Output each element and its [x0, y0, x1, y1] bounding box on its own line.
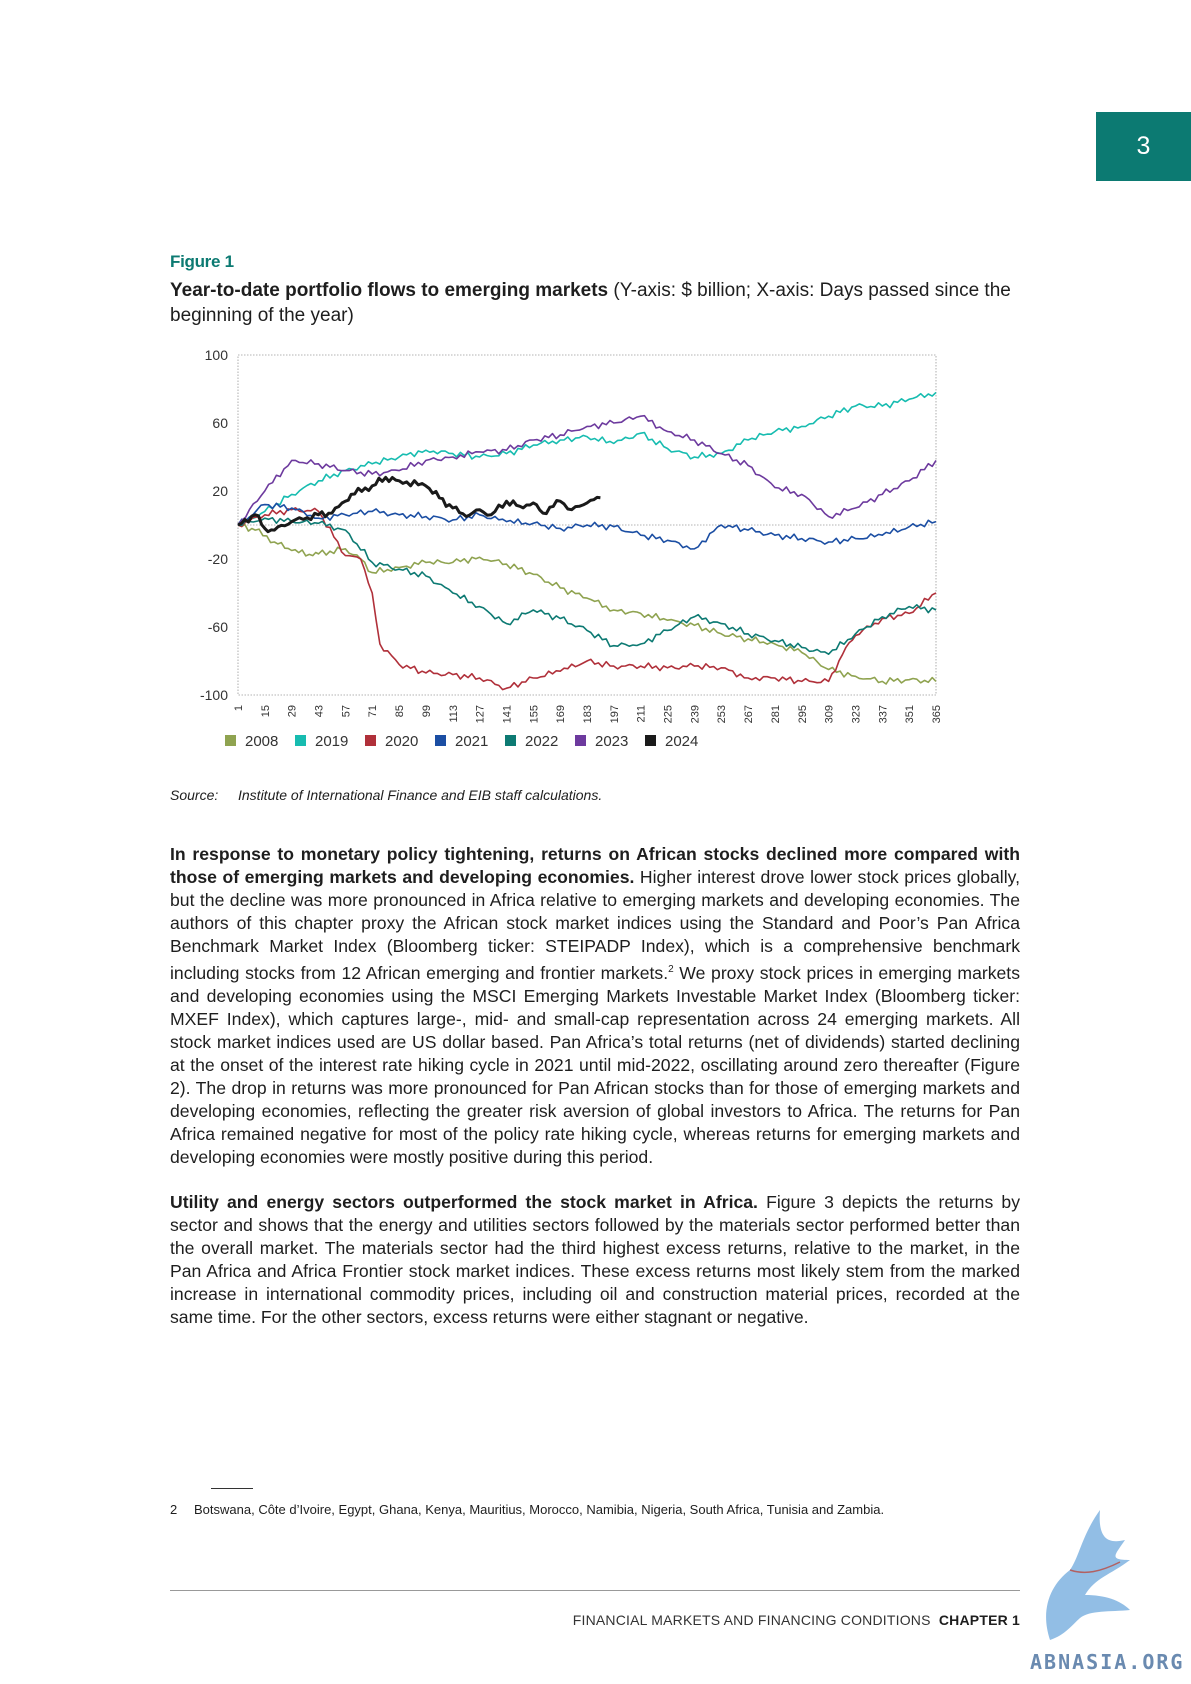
legend-swatch-2021 [435, 735, 446, 746]
y-tick-label: -20 [208, 551, 228, 567]
y-tick-label: -60 [208, 619, 228, 635]
x-tick-label: 253 [716, 705, 728, 723]
x-tick-label: 323 [850, 705, 862, 723]
footer-chapter: CHAPTER 1 [938, 1612, 1020, 1628]
x-tick-label: 295 [797, 705, 809, 723]
y-tick-label: 60 [212, 415, 228, 431]
legend-swatch-2019 [295, 735, 306, 746]
watermark-text: ABNASIA.ORG [1030, 1650, 1185, 1674]
chapter-tab: 3 [1096, 112, 1191, 181]
series-line-2023 [237, 414, 937, 526]
legend-label-2021: 2021 [455, 733, 488, 750]
figure-title-bold: Year-to-date portfolio flows to emerging… [170, 280, 609, 301]
x-tick-label: 1 [233, 705, 245, 711]
x-tick-label: 225 [663, 705, 675, 723]
series-line-2024 [237, 475, 601, 534]
y-tick-label: 20 [212, 483, 228, 499]
x-tick-label: 169 [555, 705, 567, 723]
legend-label-2024: 2024 [665, 733, 698, 750]
figure-source: Source: Institute of International Financ… [170, 787, 602, 803]
series-line-2022 [237, 517, 937, 656]
x-tick-label: 57 [340, 705, 352, 717]
figure-label: Figure 1 [170, 252, 234, 271]
portfolio-flows-chart: 100 60 20 -20 -60 -100 1 15 29 43 57 71 85 99 113 127 14… [180, 340, 960, 780]
x-tick-label: 197 [609, 705, 621, 723]
x-tick-label: 141 [501, 705, 513, 723]
footnote-rule [211, 1488, 253, 1489]
legend-label-2022: 2022 [525, 733, 558, 750]
x-tick-label: 183 [582, 705, 594, 723]
paragraph-1: In response to monetary policy tightenin… [170, 843, 1020, 1169]
x-tick-label: 281 [770, 705, 782, 723]
footnote-number: 2 [170, 1502, 178, 1517]
x-tick-label: 71 [367, 705, 379, 717]
x-tick-label: 239 [689, 705, 701, 723]
footnote: 2 Botswana, Côte d’Ivoire, Egypt, Ghana, … [170, 1502, 884, 1517]
legend-label-2019: 2019 [315, 733, 348, 750]
series-line-2008 [237, 523, 937, 685]
x-tick-label: 113 [448, 705, 460, 723]
x-tick-label: 155 [528, 705, 540, 723]
paragraph-2: Utility and energy sectors outperformed … [170, 1191, 1020, 1329]
x-tick-label: 309 [824, 705, 836, 723]
legend-swatch-2020 [365, 735, 376, 746]
body-text: In response to monetary policy tightenin… [170, 843, 1020, 1351]
legend-label-2023: 2023 [595, 733, 628, 750]
series-line-2020 [237, 507, 937, 691]
legend-label-2020: 2020 [385, 733, 418, 750]
paragraph-1-text-b: We proxy stock prices in emerging market… [170, 962, 1020, 1167]
x-tick-label: 99 [421, 705, 433, 717]
legend-swatch-2024 [645, 735, 656, 746]
paragraph-1-lead: In response to monetary policy tightenin… [170, 844, 1020, 887]
legend-swatch-2022 [505, 735, 516, 746]
paragraph-2-text: Figure 3 depicts the returns by sector a… [170, 1191, 1020, 1327]
figure-title: Year-to-date portfolio flows to emerging… [170, 278, 1020, 328]
footer-rule [170, 1590, 1020, 1591]
y-tick-label: 100 [205, 347, 229, 363]
chart-svg: 100 60 20 -20 -60 -100 1 15 29 43 57 71 85 99 113 127 14… [200, 347, 943, 750]
x-tick-label: 351 [904, 705, 916, 723]
x-tick-label: 85 [394, 705, 406, 717]
legend-swatch-2023 [575, 735, 586, 746]
paragraph-2-lead: Utility and energy sectors outperformed … [170, 1191, 758, 1212]
figure-title-rest: (Y-axis: $ billion; X-axis: Days passed … [170, 280, 1011, 326]
legend-swatch-2008 [225, 735, 236, 746]
series-line-2019 [237, 391, 937, 526]
x-tick-label: 267 [743, 705, 755, 723]
x-tick-label: 127 [475, 705, 487, 723]
series-line-2021 [237, 502, 937, 550]
footnote-ref[interactable]: 2 [668, 964, 674, 975]
x-tick-label: 211 [636, 705, 648, 723]
watermark-bird-logo [1046, 1510, 1130, 1640]
legend-label-2008: 2008 [245, 733, 278, 750]
paragraph-1-text-a: Higher interest drove lower stock prices… [170, 867, 1020, 983]
x-tick-label: 337 [877, 705, 889, 723]
page-footer: FINANCIAL MARKETS AND FINANCING CONDITIO… [573, 1612, 1020, 1628]
y-tick-label: -100 [200, 687, 228, 703]
x-tick-label: 43 [314, 705, 326, 717]
x-tick-label: 15 [260, 705, 272, 717]
footnote-text: Botswana, Côte d’Ivoire, Egypt, Ghana, K… [194, 1502, 885, 1517]
source-label: Source: [170, 787, 219, 803]
x-tick-label: 29 [287, 705, 299, 717]
footer-section: FINANCIAL MARKETS AND FINANCING CONDITIO… [572, 1612, 931, 1628]
x-tick-label: 365 [931, 705, 943, 723]
source-text: Institute of International Finance and E… [238, 787, 603, 803]
